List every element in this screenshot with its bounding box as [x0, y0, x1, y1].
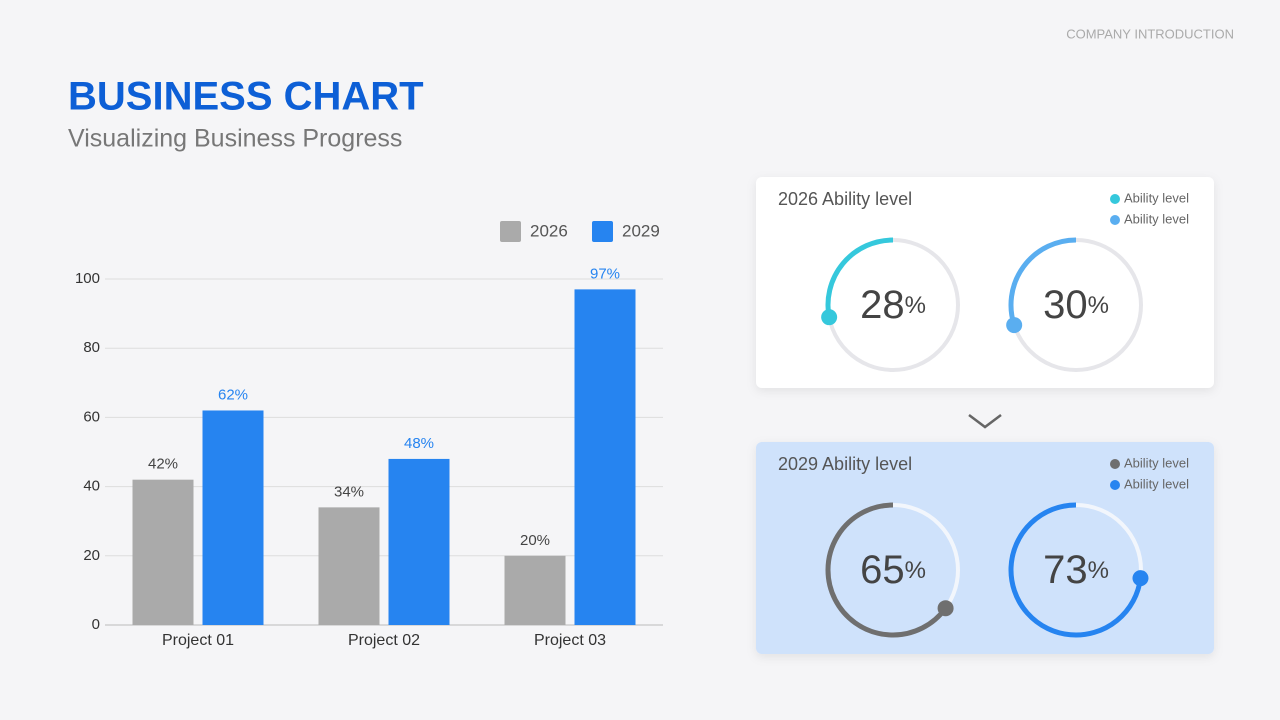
gauge-unit: %	[905, 557, 926, 584]
bar	[504, 555, 566, 625]
legend-swatch	[592, 221, 613, 242]
subtitle: Visualizing Business Progress	[68, 125, 402, 153]
y-tick-label: 80	[83, 339, 100, 356]
legend-dot	[1110, 480, 1120, 490]
gauge-dot	[937, 600, 954, 617]
data-label: 62%	[218, 386, 248, 403]
gauge-unit: %	[1088, 292, 1109, 319]
gauge-dot	[1132, 570, 1149, 587]
gauge-dot	[821, 309, 838, 326]
legend-dot	[1110, 215, 1120, 225]
bar	[574, 289, 636, 625]
gauge-value: 28	[860, 283, 905, 327]
data-label: 34%	[334, 483, 364, 500]
card-title: 2026 Ability level	[778, 189, 912, 209]
legend-label: Ability level	[1124, 455, 1189, 470]
gauge-value: 73	[1043, 548, 1088, 592]
gauge-unit: %	[905, 292, 926, 319]
bar	[388, 458, 450, 625]
legend-label: Ability level	[1124, 190, 1189, 205]
card-title: 2029 Ability level	[778, 454, 912, 474]
gauge-arc	[825, 237, 894, 318]
legend-dot	[1110, 194, 1120, 204]
x-tick-label: Project 02	[348, 632, 420, 649]
y-tick-label: 20	[83, 547, 100, 564]
data-label: 48%	[404, 435, 434, 452]
y-tick-label: 100	[75, 270, 100, 287]
header-label: COMPANY INTRODUCTION	[1066, 26, 1234, 41]
y-tick-label: 40	[83, 478, 100, 495]
data-label: 42%	[148, 456, 178, 473]
gauge-arc	[1008, 502, 1143, 638]
legend-swatch	[500, 221, 521, 242]
card	[756, 442, 1214, 654]
bar	[318, 507, 380, 625]
x-tick-label: Project 03	[534, 632, 606, 649]
gauge-arc	[825, 502, 948, 638]
x-tick-label: Project 01	[162, 632, 234, 649]
title: BUSINESS CHART	[68, 75, 424, 119]
chevron	[968, 414, 1002, 429]
legend-label: Ability level	[1124, 211, 1189, 226]
bar	[132, 479, 194, 625]
gauge-label: 30%	[1043, 283, 1109, 327]
card	[756, 177, 1214, 388]
gauge-label: 28%	[860, 283, 926, 327]
gauge-unit: %	[1088, 557, 1109, 584]
gauge-dot	[1006, 317, 1023, 334]
y-tick-label: 0	[92, 616, 100, 633]
gauge-label: 73%	[1043, 548, 1109, 592]
bar	[202, 410, 264, 625]
legend-dot	[1110, 459, 1120, 469]
legend-label: Ability level	[1124, 476, 1189, 491]
gauge-value: 30	[1043, 283, 1088, 327]
y-tick-label: 60	[83, 408, 100, 425]
legend-label: 2029	[622, 221, 660, 240]
data-label: 20%	[520, 532, 550, 549]
data-label: 97%	[590, 265, 620, 282]
legend-label: 2026	[530, 221, 568, 240]
gauge-arc	[1008, 237, 1077, 326]
gauge-label: 65%	[860, 548, 926, 592]
gauge-value: 65	[860, 548, 905, 592]
